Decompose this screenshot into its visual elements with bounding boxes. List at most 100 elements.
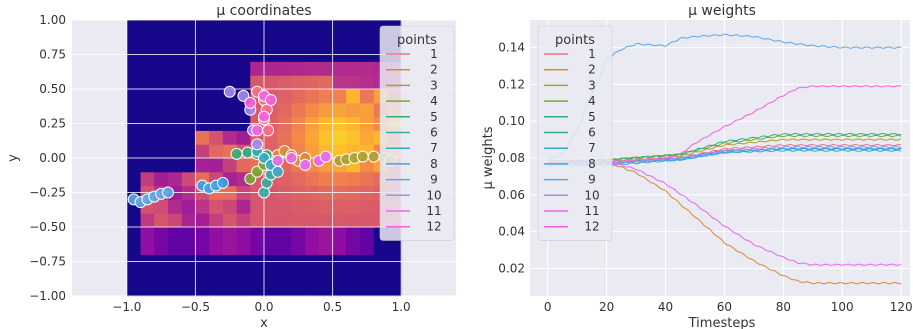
heatmap-cell	[140, 144, 155, 159]
heatmap	[126, 20, 402, 297]
heatmap-cell	[168, 102, 183, 118]
legend-box	[379, 25, 455, 241]
heatmap-cell	[154, 227, 169, 242]
heatmap-cell	[318, 227, 334, 242]
heatmap-cell	[195, 75, 210, 90]
heatmap-cell	[332, 33, 347, 49]
heatmap-cell	[332, 102, 347, 118]
heatmap-cell	[305, 227, 320, 242]
heatmap-cell	[195, 199, 210, 214]
heatmap-cell	[181, 144, 196, 159]
legend-label-4: 4	[588, 94, 596, 108]
heatmap-cell	[264, 268, 279, 283]
heatmap-cell	[236, 61, 251, 76]
heatmap-cell	[250, 199, 265, 214]
left-y-tick-labels: −1.00 −0.75 −0.50 −0.25 0.00 0.25 0.50 0.75 1.00	[29, 13, 66, 303]
heatmap-cell	[236, 20, 251, 35]
heatmap-cell	[277, 199, 292, 214]
heatmap-cell	[154, 130, 169, 145]
heatmap-cell	[168, 268, 183, 283]
heatmap-cell	[236, 240, 251, 256]
heatmap-cell	[332, 199, 347, 214]
heatmap-cell	[195, 158, 210, 173]
legend-label-12: 12	[426, 220, 441, 234]
point-7	[271, 165, 284, 178]
right-x-axis-label: Timesteps	[688, 316, 756, 329]
y-tick-label: −0.25	[29, 186, 66, 200]
heatmap-cell	[277, 102, 292, 118]
legend-label-3: 3	[588, 78, 596, 92]
heatmap-cell	[305, 268, 320, 283]
heatmap-cell	[332, 20, 347, 35]
heatmap-cell	[387, 282, 402, 297]
left-x-axis-label: x	[260, 316, 268, 329]
heatmap-cell	[236, 158, 251, 173]
heatmap-cell	[346, 89, 361, 104]
heatmap-cell	[332, 130, 347, 145]
heatmap-cell	[209, 227, 224, 242]
legend-title: points	[555, 33, 595, 48]
heatmap-cell	[195, 89, 210, 104]
heatmap-cell	[346, 33, 361, 49]
heatmap-cell	[346, 102, 361, 118]
heatmap-cell	[250, 75, 265, 90]
heatmap-cell	[305, 102, 320, 118]
heatmap-cell	[264, 20, 279, 35]
legend-label-8: 8	[588, 157, 596, 171]
heatmap-cell	[154, 61, 169, 76]
heatmap-cell	[291, 199, 306, 214]
heatmap-cell	[195, 33, 210, 49]
heatmap-cell	[154, 282, 169, 297]
point-12	[264, 94, 277, 107]
left-y-axis-label: y	[6, 154, 21, 162]
heatmap-cell	[126, 130, 142, 145]
heatmap-cell	[222, 213, 238, 228]
heatmap-cell	[168, 282, 183, 297]
legend-label-5: 5	[588, 110, 596, 124]
legend-label-11: 11	[426, 204, 441, 218]
x-tick-label: −0.5	[181, 300, 210, 314]
heatmap-cell	[209, 213, 224, 228]
heatmap-cell	[360, 227, 375, 242]
x-tick-label: 0.5	[323, 300, 342, 314]
heatmap-cell	[318, 20, 334, 35]
heatmap-cell	[318, 102, 334, 118]
point-12	[244, 96, 257, 109]
heatmap-cell	[126, 213, 142, 228]
x-tick-label: 80	[776, 300, 791, 314]
heatmap-cell	[154, 144, 169, 159]
heatmap-cell	[332, 227, 347, 242]
point-10	[223, 85, 236, 98]
heatmap-cell	[318, 240, 334, 256]
x-tick-label: 0	[544, 300, 552, 314]
heatmap-cell	[222, 158, 238, 173]
heatmap-cell	[373, 240, 388, 256]
point-11	[285, 152, 298, 164]
heatmap-cell	[332, 213, 347, 228]
heatmap-cell	[181, 199, 196, 214]
heatmap-cell	[126, 102, 142, 118]
heatmap-cell	[168, 89, 183, 104]
point-3	[356, 150, 369, 163]
heatmap-cell	[291, 102, 306, 118]
heatmap-cell	[318, 268, 334, 283]
heatmap-cell	[332, 282, 347, 297]
heatmap-cell	[277, 89, 292, 104]
heatmap-cell	[168, 171, 183, 187]
heatmap-cell	[222, 268, 238, 283]
heatmap-cell	[209, 158, 224, 173]
point-10	[251, 138, 264, 151]
heatmap-cell	[305, 213, 320, 228]
x-tick-label: 60	[717, 300, 732, 314]
heatmap-cell	[236, 268, 251, 283]
heatmap-cell	[181, 171, 196, 187]
heatmap-cell	[250, 240, 265, 256]
heatmap-cell	[373, 268, 388, 283]
heatmap-cell	[222, 61, 238, 76]
heatmap-cell	[387, 240, 402, 256]
heatmap-cell	[332, 75, 347, 90]
heatmap-cell	[126, 75, 142, 90]
heatmap-cell	[140, 61, 155, 76]
x-tick-label: 1.0	[392, 300, 411, 314]
